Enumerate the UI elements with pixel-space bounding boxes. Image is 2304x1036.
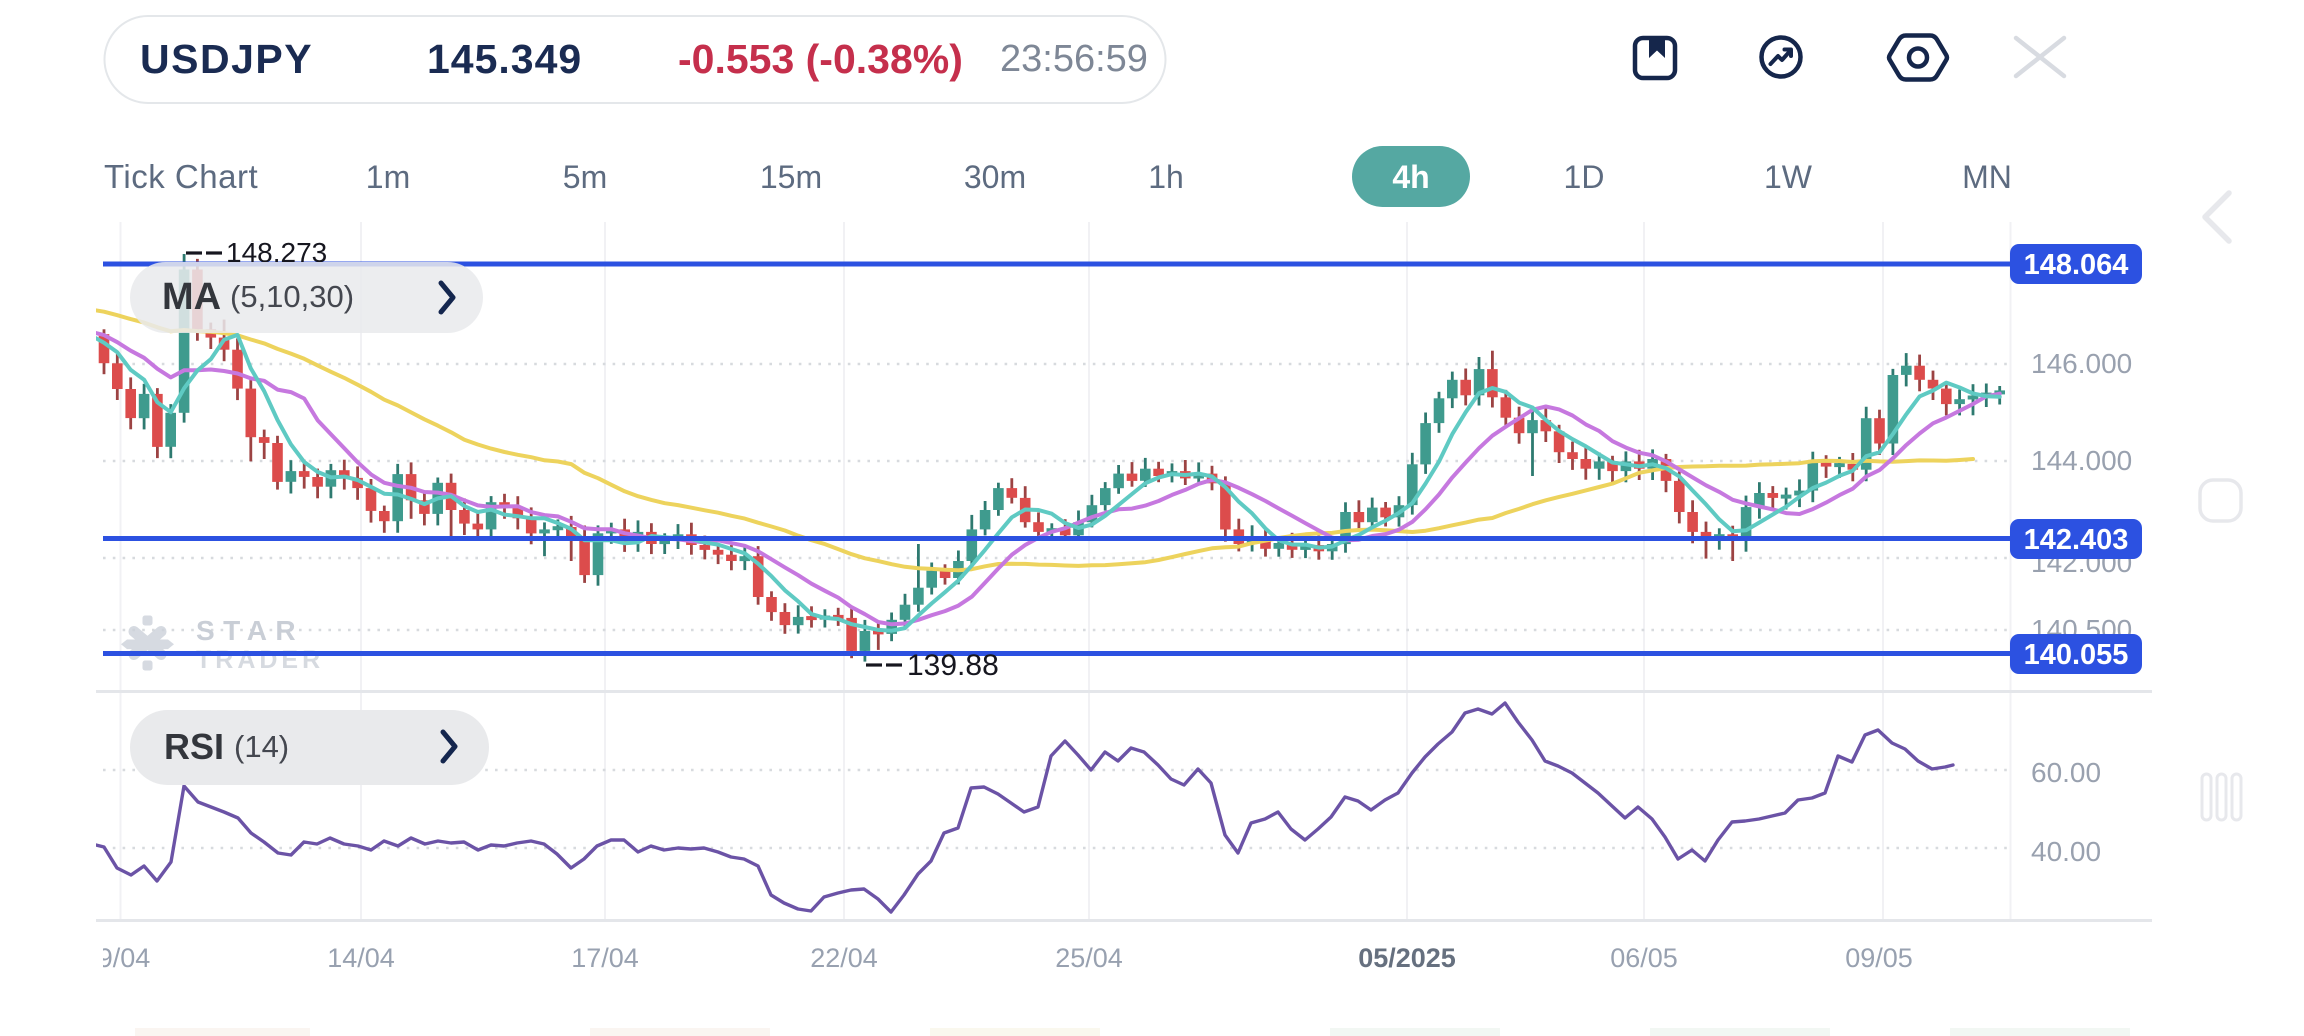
svg-text:23:56:59: 23:56:59	[1000, 38, 1148, 80]
svg-text:4h: 4h	[1392, 159, 1429, 195]
svg-text:60.00: 60.00	[2031, 757, 2101, 788]
svg-text:1m: 1m	[366, 159, 410, 195]
svg-text:05/2025: 05/2025	[1358, 943, 1456, 973]
svg-text:Tick Chart: Tick Chart	[104, 158, 258, 195]
svg-text:USDJPY: USDJPY	[140, 36, 313, 82]
svg-text:1D: 1D	[1564, 159, 1605, 195]
svg-text:17/04: 17/04	[571, 943, 639, 973]
svg-text:06/05: 06/05	[1610, 943, 1678, 973]
svg-text:1W: 1W	[1764, 159, 1813, 195]
svg-text:STAR: STAR	[196, 615, 304, 646]
svg-text:148.064: 148.064	[2024, 249, 2129, 281]
svg-text:15m: 15m	[760, 159, 822, 195]
svg-text:14/04: 14/04	[327, 943, 395, 973]
svg-text:MN: MN	[1962, 159, 2012, 195]
svg-text:22/04: 22/04	[810, 943, 878, 973]
svg-text:(5,10,30): (5,10,30)	[230, 279, 354, 314]
svg-text:9/04: 9/04	[98, 943, 151, 973]
svg-text:5m: 5m	[563, 159, 607, 195]
svg-text:-0.553 (-0.38%): -0.553 (-0.38%)	[678, 36, 963, 82]
svg-text:145.349: 145.349	[427, 36, 582, 82]
svg-text:25/04: 25/04	[1055, 943, 1123, 973]
svg-text:140.055: 140.055	[2024, 639, 2129, 671]
svg-text:139.88: 139.88	[907, 649, 999, 682]
svg-text:(14): (14)	[234, 729, 289, 764]
svg-text:40.00: 40.00	[2031, 836, 2101, 867]
svg-text:1h: 1h	[1148, 159, 1184, 195]
svg-text:RSI: RSI	[164, 726, 224, 767]
svg-text:MA: MA	[162, 276, 221, 318]
svg-text:09/05: 09/05	[1845, 943, 1913, 973]
svg-text:142.403: 142.403	[2024, 524, 2129, 556]
svg-text:30m: 30m	[964, 159, 1026, 195]
svg-text:144.000: 144.000	[2031, 445, 2132, 476]
svg-text:146.000: 146.000	[2031, 348, 2132, 379]
svg-text:TRADER: TRADER	[196, 646, 324, 674]
